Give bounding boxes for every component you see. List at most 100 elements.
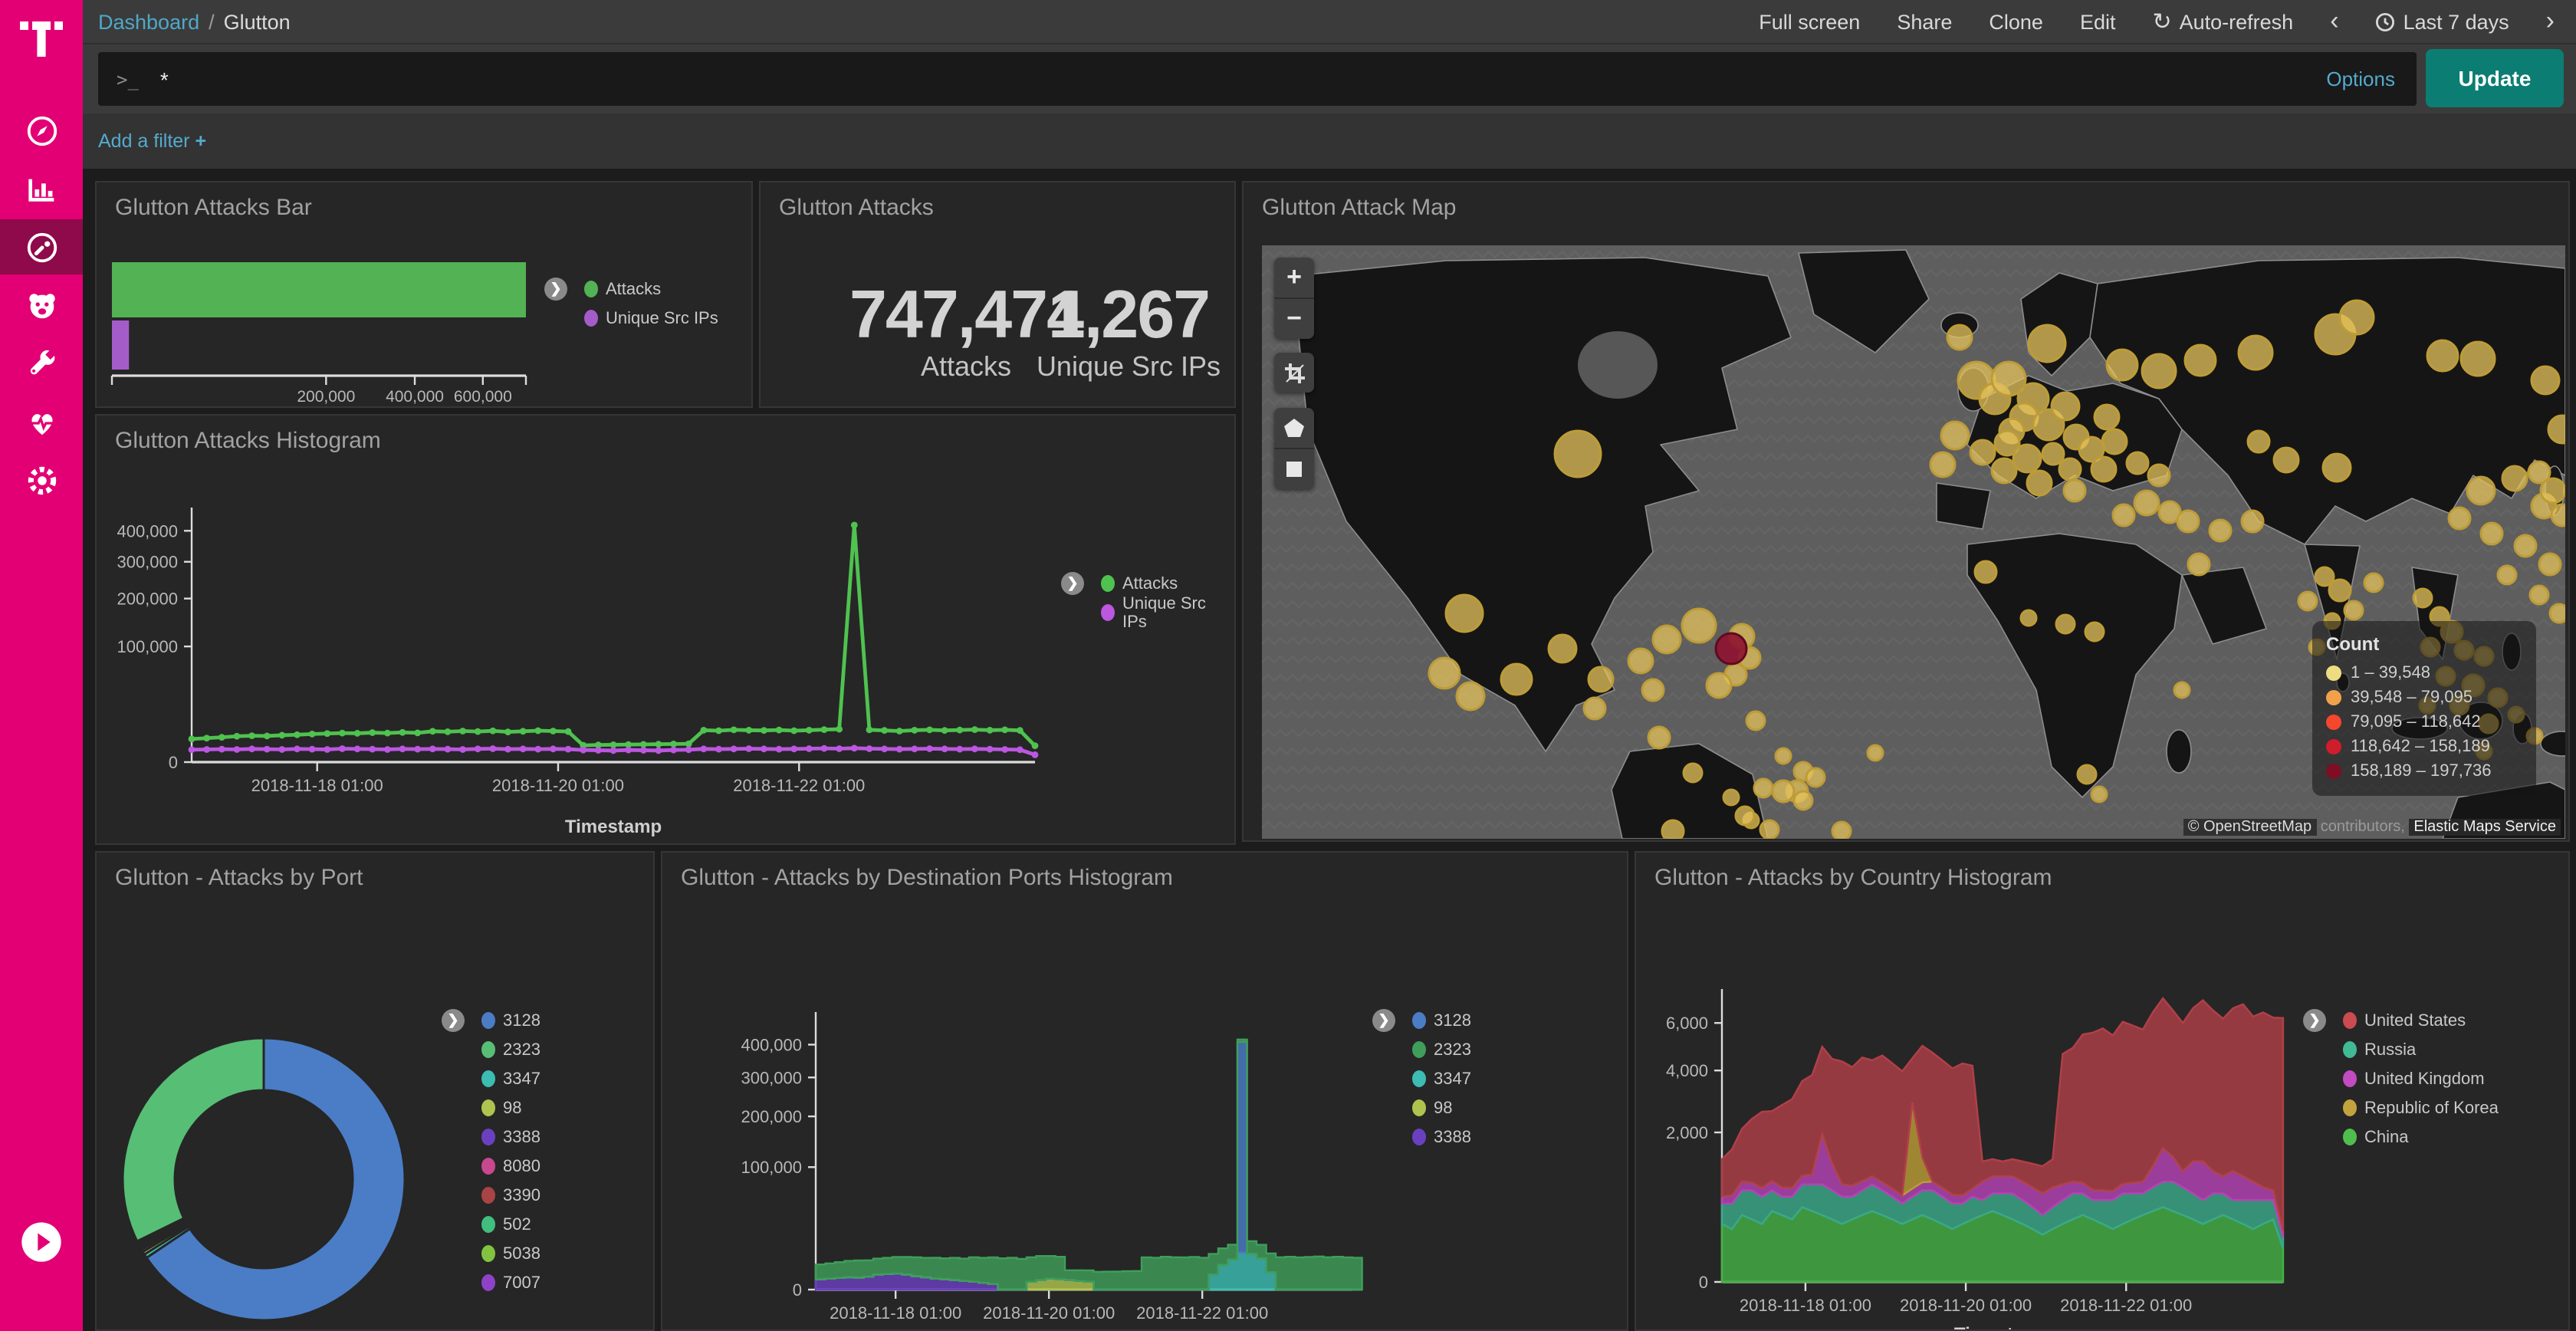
zoom-out-button[interactable]: −: [1274, 297, 1314, 339]
attack-bubble-high[interactable]: [1714, 632, 1748, 666]
attack-bubble[interactable]: [2055, 613, 2076, 635]
legend-item-attacks[interactable]: Attacks: [1101, 569, 1234, 598]
sidebar-item-management[interactable]: [0, 452, 83, 508]
attack-bubble[interactable]: [2105, 348, 2139, 382]
attack-bubble[interactable]: [2547, 414, 2565, 445]
attack-bubble[interactable]: [2101, 428, 2128, 455]
attack-bubble[interactable]: [2093, 403, 2121, 431]
legend-item-502[interactable]: 502: [481, 1210, 540, 1239]
legend-item-5038[interactable]: 5038: [481, 1239, 540, 1268]
attack-bubble[interactable]: [2447, 506, 2472, 531]
attack-bubble[interactable]: [2084, 621, 2105, 642]
time-range-picker[interactable]: Last 7 days: [2376, 10, 2509, 33]
sidebar-item-discover[interactable]: [0, 103, 83, 158]
attack-bubble[interactable]: [2527, 460, 2551, 485]
attack-bubble[interactable]: [1771, 779, 1796, 804]
add-filter-link[interactable]: Add a filter +: [98, 130, 207, 152]
legend-item-7007[interactable]: 7007: [481, 1268, 540, 1297]
attack-bubble[interactable]: [2530, 365, 2561, 396]
legend-item-united-kingdom[interactable]: United Kingdom: [2343, 1064, 2499, 1093]
attack-bubble[interactable]: [1774, 747, 1792, 765]
attack-bubble[interactable]: [2297, 590, 2318, 612]
attack-bubble[interactable]: [2328, 578, 2352, 603]
attack-bubble[interactable]: [1582, 696, 1607, 721]
breadcrumb-dashboard-link[interactable]: Dashboard: [98, 10, 200, 33]
legend-toggle-icon[interactable]: ❯: [1061, 572, 1084, 595]
attack-bubble[interactable]: [2027, 324, 2067, 363]
legend-item-8080[interactable]: 8080: [481, 1152, 540, 1181]
attack-bubble[interactable]: [1990, 360, 2027, 397]
crop-fit-button[interactable]: [1274, 353, 1314, 393]
attack-bubble[interactable]: [1641, 678, 1665, 702]
attack-bubble[interactable]: [1547, 633, 1578, 664]
time-range-back-button[interactable]: ‹: [2330, 5, 2339, 35]
attack-bubble[interactable]: [2513, 534, 2538, 558]
attack-bubble[interactable]: [2076, 764, 2098, 785]
attack-bubble[interactable]: [2501, 465, 2528, 492]
attack-bubble[interactable]: [1866, 744, 1884, 762]
legend-item-3390[interactable]: 3390: [481, 1181, 540, 1210]
update-button[interactable]: Update: [2426, 49, 2564, 107]
attack-bubble[interactable]: [1500, 662, 1533, 696]
attack-bubble[interactable]: [1647, 725, 1671, 750]
attack-bubble[interactable]: [1973, 560, 1998, 584]
menu-item-edit[interactable]: Edit: [2079, 10, 2116, 33]
attack-bubble[interactable]: [2246, 429, 2271, 454]
attack-bubble[interactable]: [2538, 552, 2562, 577]
search-query-input[interactable]: [156, 65, 2327, 93]
legend-item-unique-src-ips[interactable]: Unique Src IPs: [584, 304, 718, 333]
legend-item-3128[interactable]: 3128: [1412, 1006, 1471, 1035]
sidebar-item-visualize[interactable]: [0, 161, 83, 216]
legend-item-98[interactable]: 98: [1412, 1093, 1471, 1122]
attack-bubble[interactable]: [2012, 443, 2042, 474]
legend-item-unique-src-ips[interactable]: Unique Src IPs: [1101, 594, 1234, 631]
attack-bubble[interactable]: [2550, 503, 2565, 527]
attack-bubble[interactable]: [2539, 477, 2565, 504]
attack-bubble[interactable]: [2479, 521, 2504, 546]
attack-bubble[interactable]: [2041, 442, 2065, 466]
legend-item-3388[interactable]: 3388: [481, 1122, 540, 1152]
zoom-in-button[interactable]: +: [1286, 262, 1302, 291]
polygon-draw-button[interactable]: [1274, 408, 1314, 448]
attack-bubble[interactable]: [2111, 503, 2136, 527]
legend-item-3128[interactable]: 3128: [481, 1006, 540, 1035]
attack-bubble[interactable]: [1444, 593, 1484, 633]
legend-item-3388[interactable]: 3388: [1412, 1122, 1471, 1152]
legend-item-3347[interactable]: 3347: [1412, 1064, 1471, 1093]
legend-toggle-icon[interactable]: ❯: [2303, 1009, 2326, 1032]
legend-item-3347[interactable]: 3347: [481, 1064, 540, 1093]
attack-bubble[interactable]: [1929, 451, 1957, 478]
attack-bubble[interactable]: [1722, 788, 1740, 807]
sidebar-item-monitoring[interactable]: [0, 394, 83, 449]
attack-bubble[interactable]: [1682, 762, 1704, 784]
attack-bubble[interactable]: [2157, 500, 2182, 524]
attack-bubble[interactable]: [2208, 518, 2233, 543]
attack-bubble[interactable]: [1661, 819, 1685, 839]
attack-bubble[interactable]: [2019, 609, 2038, 627]
attack-bubble[interactable]: [2496, 564, 2518, 586]
legend-item-attacks[interactable]: Attacks: [584, 274, 718, 304]
attack-bubble[interactable]: [1831, 820, 1852, 839]
legend-item-republic-of-korea[interactable]: Republic of Korea: [2343, 1093, 2499, 1122]
time-range-forward-button[interactable]: ›: [2545, 5, 2555, 35]
attack-bubble[interactable]: [2141, 353, 2177, 389]
legend-item-china[interactable]: China: [2343, 1122, 2499, 1152]
attack-bubble[interactable]: [2321, 452, 2352, 483]
legend-toggle-icon[interactable]: ❯: [544, 278, 567, 301]
attack-bubble[interactable]: [2528, 584, 2550, 606]
attack-bubble[interactable]: [1681, 607, 1717, 644]
legend-item-2323[interactable]: 2323: [481, 1035, 540, 1064]
attack-bubble[interactable]: [2426, 339, 2459, 373]
attack-bubble[interactable]: [2050, 391, 2081, 422]
attack-bubble[interactable]: [2466, 475, 2496, 506]
attack-bubble[interactable]: [2363, 572, 2384, 593]
sidebar-item-dashboard[interactable]: [0, 219, 83, 274]
legend-item-russia[interactable]: Russia: [2343, 1035, 2499, 1064]
attack-bubble[interactable]: [1734, 805, 1756, 827]
attack-bubble[interactable]: [1805, 767, 1826, 788]
attack-bubble[interactable]: [1969, 439, 1996, 466]
attack-bubble[interactable]: [1993, 429, 2021, 457]
attack-bubble[interactable]: [1990, 457, 2018, 485]
donut-slice-3128[interactable]: [145, 1037, 406, 1322]
attack-bubble[interactable]: [1651, 624, 1682, 655]
